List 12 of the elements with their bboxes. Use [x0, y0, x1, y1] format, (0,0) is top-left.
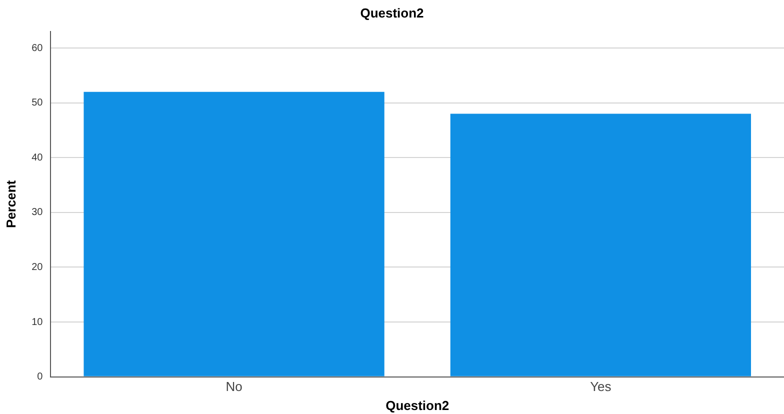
y-axis-title: Percent: [3, 180, 18, 228]
y-tick-label: 30: [32, 207, 44, 218]
chart-title: Question2: [360, 5, 424, 20]
y-tick-label: 10: [32, 316, 44, 328]
x-axis-title: Question2: [386, 398, 450, 413]
y-tick-label: 0: [37, 372, 44, 383]
y-tick-label: 20: [32, 262, 44, 273]
y-tick-label: 50: [32, 98, 44, 109]
x-tick-label: Yes: [590, 379, 612, 394]
y-tick-label: 60: [32, 42, 44, 54]
x-tick-label: No: [226, 379, 242, 394]
y-tick-label: 40: [32, 152, 44, 164]
